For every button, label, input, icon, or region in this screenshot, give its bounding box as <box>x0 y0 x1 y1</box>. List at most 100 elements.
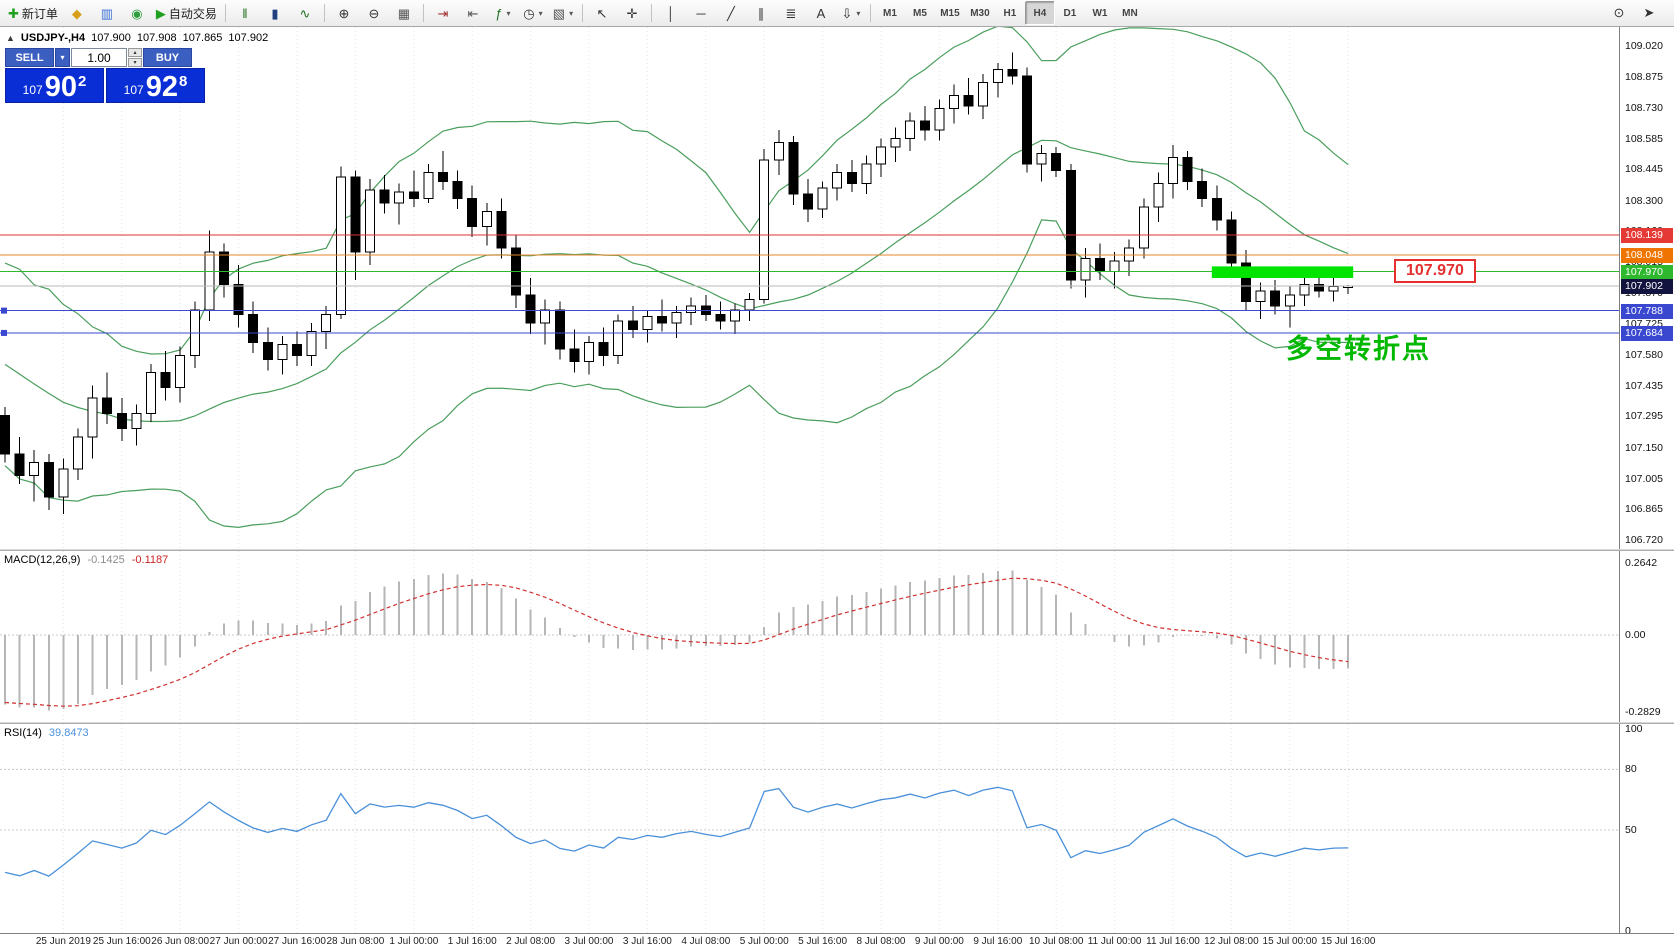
timeframe-h4-button[interactable]: H4 <box>1024 1 1055 25</box>
rsi-axis[interactable]: 100 80 50 0 <box>1619 724 1674 933</box>
price-line-label: 107.788 <box>1621 303 1673 319</box>
equidistant-channel-icon: ∥ <box>757 5 765 21</box>
charts-grid-button[interactable]: ◆ <box>62 1 92 25</box>
zoom-in-button[interactable]: ⊕ <box>329 1 359 25</box>
pane-divider-macd[interactable] <box>0 549 1674 551</box>
search-icon-button[interactable]: ⊙ <box>1613 5 1625 20</box>
templates-dropdown-icon[interactable]: ▾ <box>569 8 574 18</box>
pane-divider-rsi[interactable] <box>0 722 1674 724</box>
line-handle[interactable] <box>1 307 7 314</box>
data-window-icon: ◉ <box>131 5 143 21</box>
crosshair-icon: ✛ <box>626 5 638 21</box>
time-axis-label: 25 Jun 16:00 <box>92 936 151 947</box>
community-icon-button[interactable]: ➤ <box>1643 5 1655 20</box>
templates-icon: ▧ <box>552 5 566 21</box>
data-window-button[interactable]: ◉ <box>122 1 152 25</box>
periods-dropdown-icon[interactable]: ▾ <box>538 8 543 18</box>
auto-scroll-button[interactable]: ⇥ <box>428 1 458 25</box>
fibonacci-icon: ≣ <box>785 5 797 21</box>
one-click-collapse-icon[interactable]: ▲ <box>6 33 15 43</box>
trendline-button[interactable]: ╱ <box>716 1 746 25</box>
arrows-button[interactable]: ⇩ ▾ <box>836 1 866 25</box>
axis-scale-label: 106.720 <box>1625 533 1663 546</box>
time-axis-label: 4 Jul 08:00 <box>681 936 731 947</box>
axis-scale-label: 108.875 <box>1625 71 1663 84</box>
zoom-out-button[interactable]: ⊖ <box>359 1 389 25</box>
bar-chart-icon: ‖ <box>242 5 248 21</box>
timeframe-h1-button[interactable]: H1 <box>1003 7 1017 19</box>
toolbar-separator <box>650 4 652 22</box>
cursor-button[interactable]: ↖ <box>587 1 617 25</box>
timeframe-m5-button[interactable]: M5 <box>912 7 927 19</box>
sell-price-button[interactable]: 107 90 2 <box>5 68 104 103</box>
timeframe-m1-button[interactable]: M1 <box>882 7 897 19</box>
line-chart-icon: ∿ <box>299 5 311 21</box>
auto-trading-button[interactable]: ▶ 自动交易 <box>152 1 221 25</box>
vertical-line-button[interactable]: │ <box>656 1 686 25</box>
toolbar-right-icons: ⊙ ➤ <box>1604 1 1664 25</box>
symbol-label: USDJPY-,H4 <box>20 32 86 44</box>
time-axis-label: 25 Jun 2019 <box>35 936 91 947</box>
rsi-name: RSI(14) <box>4 727 42 739</box>
new-order-button[interactable]: ✚ 新订单 <box>4 1 62 25</box>
line-chart-button[interactable]: ∿ <box>290 1 320 25</box>
axis-scale-label: 0 <box>1625 925 1631 933</box>
timeframe-d1-button[interactable]: D1 <box>1063 7 1077 19</box>
macd-canvas <box>0 551 1619 722</box>
volume-down-button[interactable]: ▾ <box>128 58 142 67</box>
turning-point-text[interactable]: 多空转折点 <box>1286 334 1431 364</box>
price-line-label: 107.970 <box>1621 264 1673 280</box>
buy-price-pip: 8 <box>178 73 188 90</box>
buy-price-button[interactable]: 107 92 8 <box>106 68 205 103</box>
order-type-dropdown[interactable]: ▾ <box>55 48 70 67</box>
time-axis-label: 3 Jul 00:00 <box>564 936 614 947</box>
line-handle[interactable] <box>1 329 7 336</box>
zoom-in-icon: ⊕ <box>338 5 350 21</box>
periods-button[interactable]: ◷ ▾ <box>518 1 548 25</box>
timeframe-m15-button[interactable]: M15 <box>940 7 960 19</box>
fibonacci-button[interactable]: ≣ <box>776 1 806 25</box>
rsi-pane[interactable]: RSI(14) 39.8473 100 80 50 0 <box>0 724 1674 933</box>
timeframe-w1-button[interactable]: W1 <box>1092 7 1108 19</box>
toolbar-separator <box>869 4 871 22</box>
arrows-dropdown-icon[interactable]: ▾ <box>856 8 861 18</box>
price-line-label: 107.902 <box>1621 279 1673 295</box>
tile-windows-icon: ▦ <box>397 5 411 21</box>
one-click-trading-panel: SELL ▾ ▴ ▾ BUY 107 90 2 <box>5 48 205 103</box>
macd-axis[interactable]: 0.2642 0.00 -0.2829 <box>1619 551 1674 722</box>
axis-scale-label: 50 <box>1625 824 1637 836</box>
templates-button[interactable]: ▧ ▾ <box>548 1 578 25</box>
chart-shift-button[interactable]: ⇤ <box>458 1 488 25</box>
candlestick-chart-icon: ▮ <box>271 5 279 21</box>
price-axis[interactable]: 109.020 108.875 108.730 108.585 108.445 108.3… <box>1619 27 1674 549</box>
tile-windows-button[interactable]: ▦ <box>389 1 419 25</box>
bar-chart-button[interactable]: ‖ <box>230 1 260 25</box>
horizontal-line-button[interactable]: ─ <box>686 1 716 25</box>
sell-button[interactable]: SELL <box>5 48 54 67</box>
time-axis-label: 15 Jul 16:00 <box>1320 936 1376 947</box>
supply-zone-rectangle[interactable] <box>1211 266 1354 278</box>
text-label-button[interactable]: A <box>806 1 836 25</box>
crosshair-button[interactable]: ✛ <box>617 1 647 25</box>
macd-pane[interactable]: MACD(12,26,9) -0.1425 -0.1187 0.2642 0.00… <box>0 551 1674 722</box>
zoom-out-icon: ⊖ <box>368 5 380 21</box>
candlestick-chart-button[interactable]: ▮ <box>260 1 290 25</box>
axis-scale-label: 0.2642 <box>1625 557 1658 569</box>
time-axis-label: 8 Jul 08:00 <box>856 936 906 947</box>
indicators-dropdown-icon[interactable]: ▾ <box>506 8 511 18</box>
main-chart-pane[interactable]: ▲ USDJPY-,H4 107.900 107.908 107.865 107… <box>0 27 1674 549</box>
main-chart-canvas[interactable] <box>0 27 1619 549</box>
time-axis[interactable]: 25 Jun 2019 25 Jun 16:00 26 Jun 08:00 27 Ju… <box>0 933 1674 949</box>
time-axis-label: 28 Jun 08:00 <box>326 936 385 947</box>
volume-up-button[interactable]: ▴ <box>128 48 142 57</box>
volume-input[interactable] <box>71 48 127 67</box>
buy-button[interactable]: BUY <box>143 48 192 67</box>
market-watch-icon: ▥ <box>100 5 114 21</box>
timeframe-m30-button[interactable]: M30 <box>970 7 990 19</box>
time-axis-label: 27 Jun 00:00 <box>209 936 268 947</box>
timeframe-mn-button[interactable]: MN <box>1122 7 1138 19</box>
market-watch-button[interactable]: ▥ <box>92 1 122 25</box>
price-annotation-label[interactable]: 107.970 <box>1394 259 1476 283</box>
indicators-button[interactable]: ƒ ▾ <box>488 1 518 25</box>
equidistant-channel-button[interactable]: ∥ <box>746 1 776 25</box>
